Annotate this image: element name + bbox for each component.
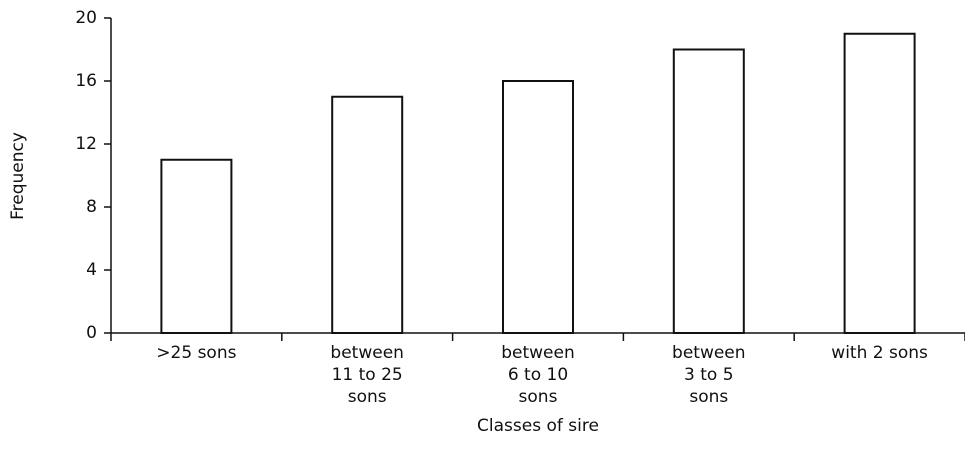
y-tick-label: 0: [86, 323, 97, 343]
y-axis-label: Frequency: [8, 132, 28, 220]
x-axis-label: Classes of sire: [477, 416, 599, 436]
y-tick-label: 20: [75, 8, 97, 28]
bar: [672, 48, 745, 334]
y-tick-label: 16: [75, 71, 97, 91]
bar: [160, 158, 233, 334]
bar: [502, 80, 574, 334]
x-tick-label: between 11 to 25 sons: [330, 343, 404, 407]
bar: [331, 95, 404, 334]
x-tick-label: between 6 to 10 sons: [501, 343, 575, 407]
x-tick-label: >25 sons: [156, 343, 237, 363]
x-tick-label: between 3 to 5 sons: [672, 343, 746, 407]
y-tick-label: 4: [86, 260, 97, 280]
x-tick-label: with 2 sons: [831, 343, 928, 363]
y-tick-label: 12: [75, 134, 97, 154]
y-tick-label: 8: [86, 197, 97, 217]
bar: [843, 32, 916, 334]
